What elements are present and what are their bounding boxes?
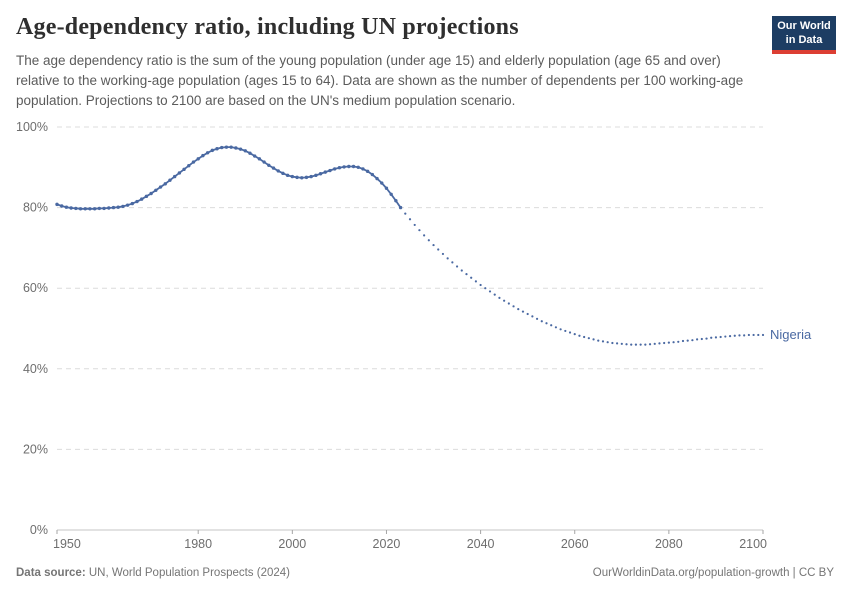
page-title: Age-dependency ratio, including UN proje… (16, 14, 519, 40)
owid-logo-line2: in Data (785, 34, 823, 47)
series-label-nigeria: Nigeria (770, 327, 812, 342)
y-gridlines (57, 126, 763, 531)
x-tick-label: 2080 (655, 537, 683, 551)
y-tick-label: 80% (23, 201, 48, 215)
y-tick-label: 40% (23, 362, 48, 376)
owid-logo-line1: Our World (777, 20, 831, 32)
x-axis-labels: 1950 1980 2000 2020 2040 2060 2080 2100 (53, 537, 767, 551)
x-tick-label: 2000 (278, 537, 306, 551)
y-tick-label: 60% (23, 281, 48, 295)
x-tick-label: 2100 (739, 537, 767, 551)
chart-footer: Data source: UN, World Population Prospe… (16, 567, 834, 579)
observed-markers (55, 145, 403, 211)
data-source-label: Data source: (16, 567, 86, 579)
owid-url-link[interactable]: OurWorldinData.org/population-growth | C… (592, 567, 834, 579)
y-tick-label: 20% (23, 442, 48, 456)
chart-canvas[interactable]: 0% 20% 40% 60% 80% 100% 1950 1980 2000 2020 2040 20… (0, 110, 850, 560)
x-tick-label: 2040 (467, 537, 495, 551)
data-source: Data source: UN, World Population Prospe… (16, 567, 290, 579)
data-source-text: UN, World Population Prospects (2024) (85, 567, 290, 579)
y-tick-label: 0% (30, 523, 48, 537)
x-tick-label: 1980 (184, 537, 212, 551)
x-tick-label: 2020 (373, 537, 401, 551)
y-tick-label: 100% (16, 120, 48, 134)
x-axis-ticks (56, 530, 764, 534)
chart-subtitle: The age dependency ratio is the sum of t… (16, 53, 744, 108)
x-tick-label: 1950 (53, 537, 81, 551)
owid-logo[interactable]: Our World in Data (772, 16, 836, 55)
projection-dotted-line (399, 206, 765, 346)
observed-line (56, 146, 402, 210)
x-tick-label: 2060 (561, 537, 589, 551)
y-axis-labels: 0% 20% 40% 60% 80% 100% (16, 120, 48, 537)
